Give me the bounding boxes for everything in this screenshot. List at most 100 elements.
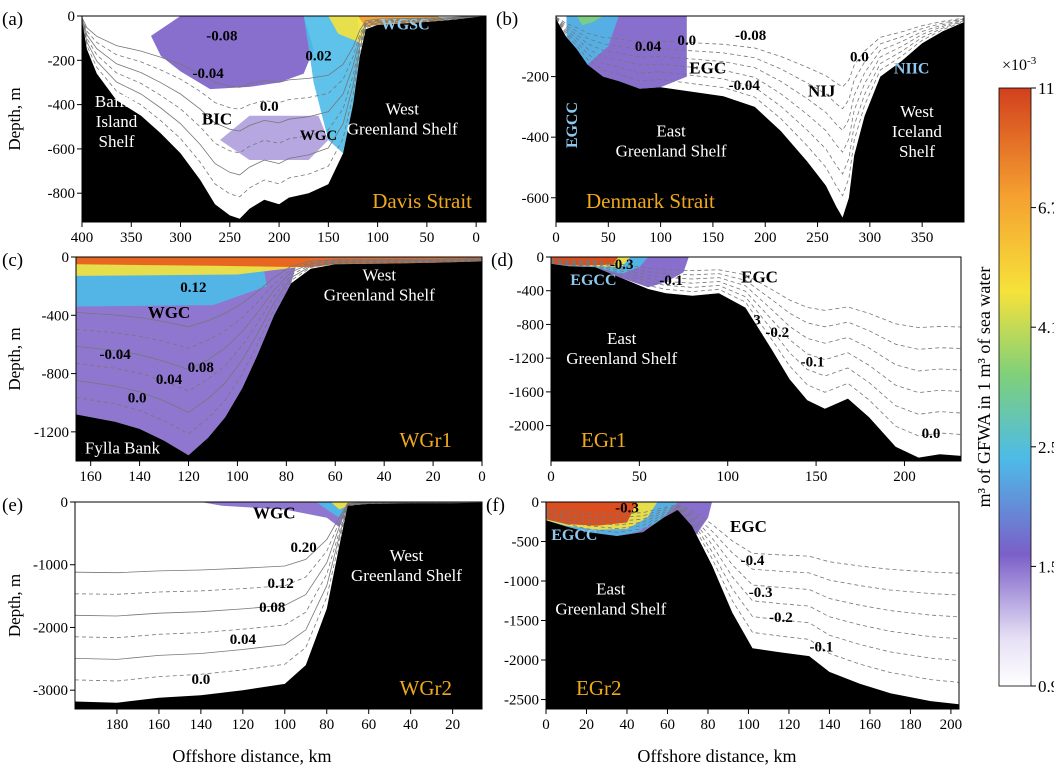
x-tick-label: 20	[579, 717, 594, 733]
contour-label: -0.4	[741, 553, 765, 569]
panel-frame	[555, 15, 965, 223]
colorbar-exponent: ×10-3	[1002, 55, 1037, 74]
contour-line	[76, 258, 482, 349]
region-label: East Greenland Shelf	[616, 121, 727, 160]
current-label: NIIC	[894, 61, 930, 78]
x-tick-label: 200	[268, 230, 291, 246]
y-tick-label: -2000	[33, 620, 68, 636]
contour-label: 0.12	[180, 280, 206, 296]
x-tick-label: 0	[552, 230, 560, 246]
x-axis-label-left: Offshore distance, km	[172, 746, 331, 766]
panel-a: -0.08 -0.04 0.0 0.02 WGC Baffin Island Shelf BIC…	[2, 9, 487, 246]
contour-line	[82, 16, 486, 176]
section-name: WGr2	[400, 676, 452, 700]
x-tick-label: 140	[818, 717, 841, 733]
region-label: West Greenland Shelf	[351, 546, 462, 585]
x-tick-label: 250	[219, 230, 242, 246]
x-tick-label: 40	[403, 717, 418, 733]
colorbar-tick-label: 0.9	[1038, 677, 1054, 696]
x-tick-label: 0	[478, 469, 486, 485]
panel-letter: (f)	[486, 495, 505, 516]
x-tick-label: 300	[859, 230, 882, 246]
panel-letter: (e)	[2, 495, 23, 516]
freshwater-patch	[328, 16, 366, 43]
region-label: BIC	[202, 110, 232, 129]
y-tick-label: -600	[48, 142, 76, 158]
contour-label: 0.0	[677, 33, 696, 49]
contour-label: -0.1	[659, 273, 683, 289]
colorbar-tick-label: 1.5	[1038, 557, 1054, 576]
contour-line	[546, 506, 959, 640]
contour-label: 0.0	[850, 49, 869, 65]
panel-frame	[74, 501, 483, 710]
contour-line	[82, 16, 486, 132]
y-tick-label: -1500	[504, 614, 539, 630]
contour-label: 0.02	[305, 48, 331, 64]
contour-label: -0.08	[735, 28, 766, 44]
x-tick-label: 150	[702, 230, 725, 246]
contour-line	[546, 507, 959, 661]
region-label: West Iceland Shelf	[892, 102, 943, 161]
y-tick-label: -400	[522, 130, 550, 146]
contour-line	[76, 259, 482, 371]
contour-line	[551, 259, 961, 350]
region-label: EGC	[689, 59, 726, 78]
region-label: EGC	[730, 517, 767, 536]
panel-letter: (c)	[2, 250, 23, 271]
contour-line	[556, 17, 964, 132]
y-tick-label: -400	[42, 308, 70, 324]
contour-label: -0.3	[610, 257, 634, 273]
x-tick-label: 200	[754, 230, 777, 246]
contour-label: 0.04	[635, 39, 662, 55]
region-label: Baffin Island Shelf	[95, 92, 139, 151]
contour-label: 0.0	[128, 391, 147, 407]
x-tick-label: 0	[542, 717, 550, 733]
y-tick-label: -2500	[504, 693, 539, 709]
x-tick-label: 20	[445, 717, 460, 733]
contour-label: -0.1	[801, 355, 825, 371]
y-axis-label: Depth, m	[5, 327, 24, 390]
y-tick-label: -2000	[504, 653, 539, 669]
contour-label: 0.08	[188, 360, 214, 376]
region-label: East Greenland Shelf	[566, 329, 677, 368]
region-label: WGC	[253, 503, 296, 522]
x-tick-label: 80	[319, 717, 334, 733]
bathymetry	[82, 16, 486, 222]
y-tick-label: -200	[48, 53, 76, 69]
x-tick-label: 120	[177, 469, 200, 485]
freshwater-patch	[303, 16, 360, 154]
y-tick-label: -400	[48, 98, 76, 114]
x-tick-label: 40	[377, 469, 392, 485]
contour-label: -0.04	[193, 66, 225, 82]
panel-c: 0.12 -0.04 0.08 0.04 0.0 WGC West Greenland She…	[2, 250, 486, 485]
x-tick-label: 140	[128, 469, 151, 485]
region-label: NIJ	[808, 81, 836, 100]
y-tick-label: 0	[537, 250, 545, 266]
x-tick-label: 80	[279, 469, 294, 485]
contour-line	[551, 261, 961, 394]
current-label: EGCC	[570, 272, 616, 289]
contour-label: 0.08	[259, 600, 285, 616]
contour-label: 0.20	[291, 540, 317, 556]
freshwater-patch	[151, 16, 314, 90]
x-tick-label: 160	[79, 469, 102, 485]
y-tick-label: -600	[522, 191, 550, 207]
y-tick-label: 0	[532, 495, 540, 511]
region-label: East Greenland Shelf	[555, 580, 666, 619]
section-name: WGr1	[400, 428, 452, 452]
bathymetry	[75, 502, 482, 709]
contour-line	[76, 259, 482, 392]
x-tick-label: 50	[601, 230, 616, 246]
contour-label: 0.04	[156, 372, 183, 388]
y-tick-label: -800	[42, 367, 70, 383]
contour-line	[551, 260, 961, 372]
contour-line	[76, 258, 482, 328]
region-label: EGC	[741, 267, 778, 286]
panel-frame	[81, 15, 487, 223]
contour-line	[556, 17, 964, 110]
x-tick-label: 400	[71, 230, 94, 246]
y-axis-label: Depth, m	[5, 87, 24, 150]
y-tick-label: -1200	[509, 351, 544, 367]
y-tick-label: -1000	[504, 574, 539, 590]
